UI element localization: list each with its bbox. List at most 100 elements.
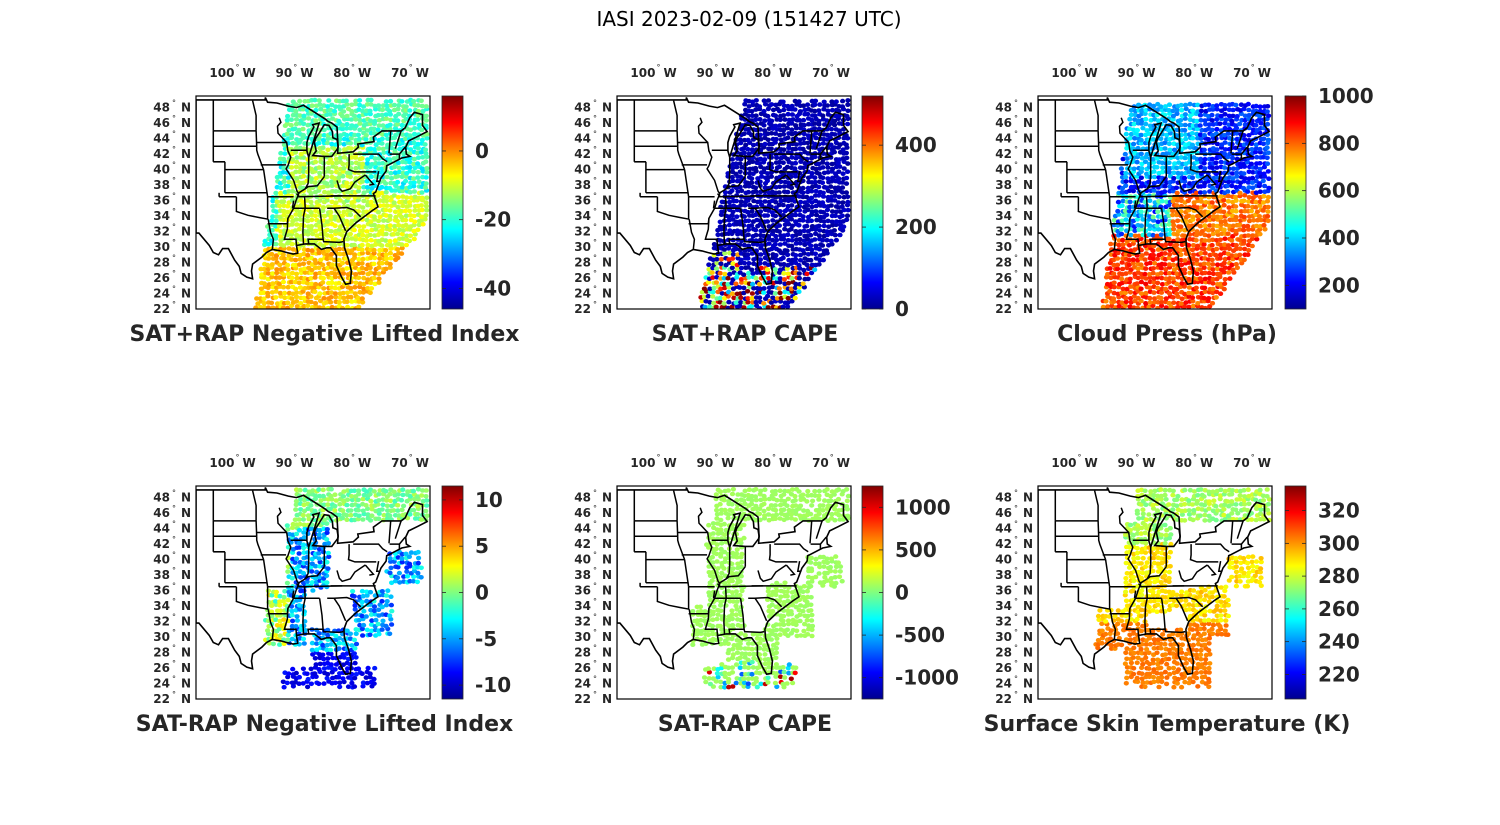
data-point bbox=[316, 667, 322, 672]
data-point bbox=[274, 267, 280, 272]
data-point bbox=[757, 261, 763, 266]
data-point bbox=[1151, 243, 1157, 249]
data-point bbox=[415, 146, 421, 151]
data-point bbox=[261, 301, 267, 306]
data-point bbox=[1201, 295, 1207, 301]
data-point bbox=[300, 173, 307, 179]
data-point bbox=[761, 123, 767, 128]
data-point bbox=[741, 285, 747, 291]
data-point bbox=[361, 286, 367, 292]
data-point bbox=[1147, 285, 1153, 291]
state-line bbox=[656, 196, 690, 220]
data-point bbox=[290, 184, 296, 189]
data-point bbox=[1151, 103, 1157, 109]
colorbar-tick-label: 0 bbox=[895, 297, 909, 321]
data-point bbox=[1182, 102, 1189, 108]
data-point bbox=[721, 275, 727, 281]
data-point bbox=[416, 122, 422, 128]
data-point bbox=[734, 164, 740, 170]
data-point bbox=[1132, 228, 1138, 233]
data-point bbox=[300, 666, 306, 672]
data-point bbox=[1198, 118, 1204, 123]
data-point bbox=[290, 99, 296, 104]
data-point bbox=[1150, 303, 1156, 309]
data-point bbox=[1138, 137, 1144, 143]
data-point bbox=[1182, 267, 1188, 273]
data-point bbox=[1183, 106, 1189, 112]
data-point bbox=[348, 160, 355, 166]
lat-tick-label: 38 bbox=[995, 178, 1012, 192]
data-point bbox=[1237, 222, 1243, 227]
data-point bbox=[297, 113, 303, 118]
data-point bbox=[1227, 223, 1233, 229]
data-point bbox=[1229, 183, 1235, 189]
data-point bbox=[285, 209, 291, 215]
data-point bbox=[766, 241, 772, 246]
data-point bbox=[1130, 188, 1136, 194]
data-point bbox=[360, 270, 366, 276]
data-point bbox=[351, 199, 357, 204]
data-point bbox=[751, 286, 757, 291]
data-point bbox=[1257, 104, 1263, 109]
data-point bbox=[280, 679, 286, 685]
data-point bbox=[423, 104, 429, 109]
data-point bbox=[1171, 222, 1177, 228]
data-point bbox=[781, 184, 787, 189]
lat-tick-label: 40 bbox=[995, 163, 1012, 177]
data-point bbox=[289, 296, 295, 301]
data-point bbox=[1210, 271, 1216, 277]
data-point bbox=[1136, 233, 1142, 239]
state-boundaries bbox=[196, 97, 429, 286]
data-point bbox=[749, 180, 755, 185]
data-point bbox=[816, 246, 823, 252]
data-point bbox=[1209, 165, 1215, 170]
lat-hemisphere: N bbox=[1023, 178, 1033, 192]
data-point bbox=[349, 123, 355, 128]
data-point bbox=[776, 229, 783, 234]
data-point bbox=[344, 628, 350, 634]
data-point bbox=[1166, 169, 1172, 175]
data-point bbox=[709, 270, 715, 275]
data-point bbox=[363, 133, 369, 138]
data-point bbox=[1166, 255, 1172, 261]
degree-mark: ° bbox=[656, 63, 660, 72]
data-point bbox=[353, 641, 360, 647]
data-point bbox=[814, 217, 820, 223]
data-point bbox=[1250, 233, 1256, 238]
data-point bbox=[305, 218, 311, 224]
data-point bbox=[412, 219, 418, 224]
data-point bbox=[800, 185, 806, 191]
data-point bbox=[1163, 305, 1169, 309]
data-point bbox=[1210, 214, 1217, 219]
data-point bbox=[1175, 218, 1181, 224]
data-point bbox=[300, 132, 306, 138]
data-point bbox=[1203, 121, 1209, 127]
data-point bbox=[1182, 179, 1188, 184]
data-point bbox=[1233, 145, 1239, 151]
data-point bbox=[817, 102, 823, 107]
data-point bbox=[361, 198, 367, 204]
data-point bbox=[387, 208, 393, 213]
data-point bbox=[316, 140, 322, 146]
data-point bbox=[1189, 175, 1196, 180]
data-point bbox=[801, 228, 807, 234]
degree-mark: ° bbox=[172, 300, 176, 309]
degree-mark: ° bbox=[172, 223, 176, 232]
data-point bbox=[329, 280, 335, 286]
data-point bbox=[1182, 112, 1188, 117]
data-point bbox=[722, 251, 728, 256]
data-point bbox=[289, 241, 295, 247]
lat-tick-label: 48 bbox=[574, 101, 591, 115]
data-point bbox=[1202, 276, 1208, 282]
data-point bbox=[1143, 116, 1149, 122]
data-point bbox=[324, 675, 330, 681]
lon-tick-label: 90 bbox=[276, 66, 293, 80]
lat-tick-label: 24 bbox=[995, 287, 1012, 301]
colorbar-tick-label: 200 bbox=[895, 215, 937, 239]
data-point bbox=[332, 176, 338, 181]
data-point bbox=[396, 169, 402, 175]
data-point bbox=[821, 106, 827, 112]
state-line bbox=[707, 218, 710, 224]
data-point bbox=[1127, 276, 1133, 282]
data-point bbox=[270, 198, 276, 204]
